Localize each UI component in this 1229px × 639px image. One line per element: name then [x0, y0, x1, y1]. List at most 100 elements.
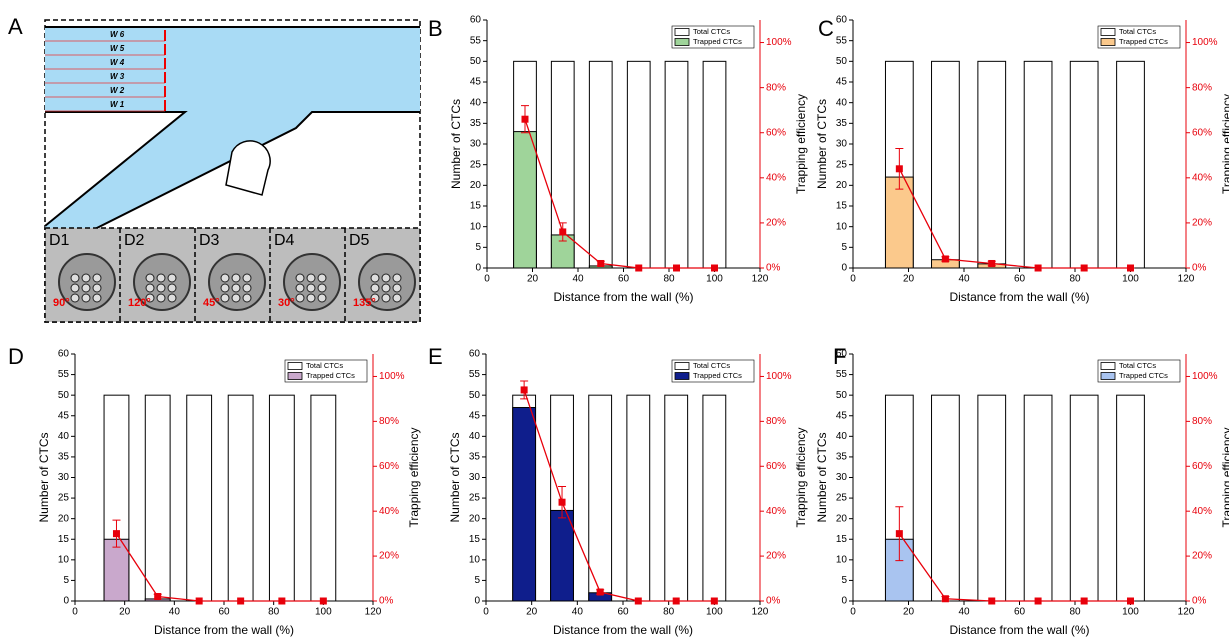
cell-bubble: [81, 283, 91, 293]
efficiency-point: [1034, 597, 1042, 605]
cell-bubble: [92, 283, 102, 293]
photo-label: D4: [274, 232, 295, 249]
y-tick-label: 30: [836, 139, 848, 150]
efficiency-point: [941, 255, 949, 263]
efficiency-point: [711, 264, 718, 272]
efficiency-point: [1034, 264, 1042, 272]
bar: [1023, 60, 1053, 269]
y-tick-label: 15: [469, 534, 481, 545]
cell-bubble: [370, 273, 380, 283]
width-label: W 4: [110, 58, 125, 67]
bar: [931, 60, 960, 269]
legend-box: [671, 25, 755, 49]
cell-bubble: [306, 293, 316, 303]
chart: B 0 5 10 15 20 25 30 35 40 45 50 55 60 0% 20% 40% 60% 80% 1…: [428, 15, 808, 305]
panel-a: A W 6 W 5 W 4 W 3 W 2 W 1 D1 90° D2 120° D3 45° D4 30…: [8, 14, 421, 323]
y-tick-label: 35: [836, 452, 848, 463]
y-tick-label: 0: [475, 263, 481, 274]
bar: [1023, 394, 1053, 602]
efficiency-point: [635, 264, 643, 272]
y2-tick-label: 80%: [1192, 416, 1212, 427]
bar: [626, 394, 651, 602]
efficiency-point: [195, 597, 203, 605]
y2-tick-label: 40%: [379, 506, 399, 517]
cell-bubble: [370, 283, 380, 293]
y-tick-label: 5: [63, 575, 69, 586]
y-tick-label: 15: [470, 201, 482, 212]
chart: D 0 5 10 15 20 25 30 35 40 45 50 55 60 0% 20% 40% 60% 80% 1…: [8, 344, 421, 637]
cell-bubble: [167, 293, 177, 303]
cell-bubble: [381, 283, 391, 293]
y-tick-label: 45: [836, 77, 848, 88]
y2-tick-label: 60%: [1192, 461, 1212, 472]
x-tick-label: 0: [850, 607, 856, 618]
x-axis-title: Distance from the wall (%): [154, 623, 294, 637]
wall: [44, 111, 420, 255]
bar: [512, 407, 537, 602]
y-tick-label: 25: [836, 493, 848, 504]
x-tick-label: 80: [1069, 274, 1081, 285]
y2-axis-title: Trapping efficiency: [407, 427, 421, 527]
y-tick-label: 35: [469, 452, 481, 463]
legend-label: Total CTCs: [306, 361, 343, 370]
efficiency-line: [524, 118, 715, 269]
cell-bubble: [381, 273, 391, 283]
y-tick-label: 35: [58, 452, 70, 463]
legend-label: Total CTCs: [693, 27, 730, 36]
x-tick-label: 80: [268, 607, 280, 618]
y-tick-label: 25: [58, 493, 70, 504]
y-tick-label: 20: [836, 180, 848, 191]
legend-box: [671, 359, 755, 383]
chart: C 0 5 10 15 20 25 30 35 40 45 50 55 60 0% 20% 40% 60% 80% 1…: [815, 15, 1229, 305]
y2-tick-label: 40%: [1192, 172, 1212, 183]
bar: [144, 394, 171, 602]
width-label: W 1: [110, 100, 125, 109]
y-tick-label: 15: [836, 201, 848, 212]
x-tick-label: 40: [572, 607, 584, 618]
legend-swatch: [1100, 28, 1116, 36]
legend-swatch: [674, 28, 690, 36]
efficiency-point: [988, 259, 996, 267]
x-tick-label: 80: [1069, 607, 1081, 618]
efficiency-point: [673, 264, 681, 272]
efficiency-point: [559, 228, 567, 236]
y2-tick-label: 40%: [766, 506, 786, 517]
y-tick-label: 25: [836, 159, 848, 170]
x-axis-title: Distance from the wall (%): [553, 290, 693, 304]
y-axis-title: Number of CTCs: [815, 432, 829, 522]
x-tick-label: 60: [618, 274, 630, 285]
cell-bubble: [242, 273, 252, 283]
efficiency-point: [112, 530, 120, 538]
y-tick-label: 55: [470, 35, 482, 46]
y2-axis-title: Trapping efficiency: [794, 427, 808, 527]
y2-tick-label: 20%: [766, 551, 786, 562]
y-tick-label: 55: [469, 369, 481, 380]
y-tick-label: 5: [841, 242, 847, 253]
x-tick-label: 0: [484, 274, 490, 285]
legend-label: Total CTCs: [1119, 361, 1156, 370]
y-tick-label: 40: [836, 431, 848, 442]
y-tick-label: 0: [63, 596, 69, 607]
y-tick-label: 15: [836, 534, 848, 545]
legend-swatch: [287, 362, 303, 370]
y-tick-label: 20: [58, 513, 70, 524]
x-tick-label: 120: [1178, 607, 1195, 618]
cell-bubble: [370, 293, 380, 303]
cell-bubble: [220, 273, 230, 283]
y-tick-label: 20: [470, 180, 482, 191]
bar: [227, 394, 254, 602]
y-tick-label: 30: [58, 472, 70, 483]
legend-label: Trapped CTCs: [306, 371, 355, 380]
cell-bubble: [392, 293, 402, 303]
y-tick-label: 0: [474, 596, 480, 607]
y-tick-label: 5: [474, 575, 480, 586]
panel-label: B: [428, 16, 443, 41]
cell-bubble: [231, 293, 241, 303]
efficiency-point: [710, 597, 718, 605]
cell-bubble: [306, 273, 316, 283]
efficiency-point: [941, 595, 949, 603]
cell-bubble: [242, 293, 252, 303]
cell-bubble: [392, 273, 402, 283]
efficiency-point: [278, 597, 286, 605]
efficiency-point: [1127, 597, 1134, 605]
